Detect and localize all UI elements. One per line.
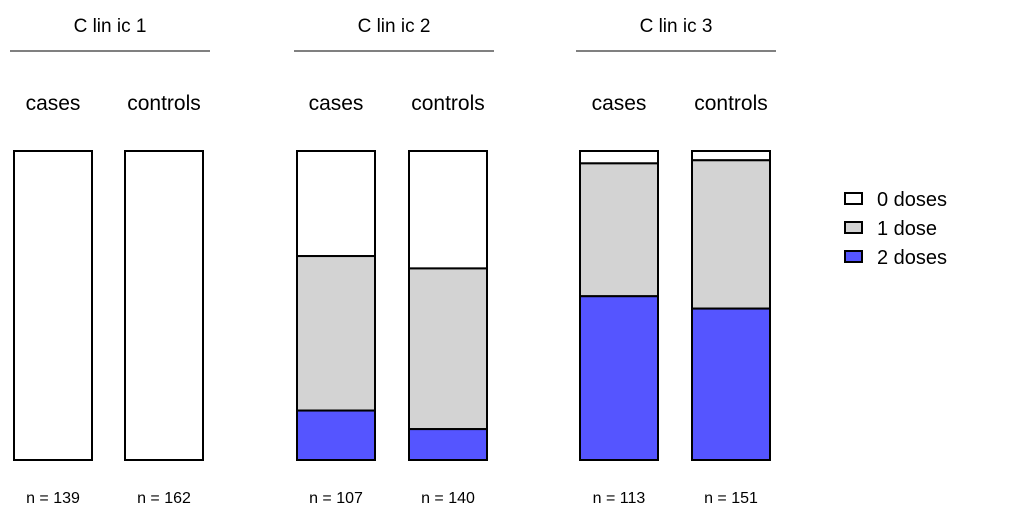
legend-swatch-0-doses — [844, 192, 863, 205]
bar-n-label: n = 162 — [137, 490, 191, 507]
legend-label-1-dose: 1 dose — [877, 218, 937, 240]
group-title-clinic-1: C lin ic 1 — [74, 16, 147, 37]
legend-swatch-1-dose — [844, 221, 863, 234]
bar-label-controls: controls — [694, 92, 768, 115]
bar-segment-1-dose — [296, 255, 376, 412]
bar-segment-0-doses — [579, 150, 659, 165]
bar-segment-0-doses — [408, 150, 488, 270]
bar-segment-2-doses — [408, 428, 488, 462]
group-title-clinic-2: C lin ic 2 — [358, 16, 431, 37]
bar-n-label: n = 139 — [26, 490, 80, 507]
bar-segment-0-doses — [124, 150, 204, 461]
bar-segment-1-dose — [691, 159, 771, 310]
bar-segment-0-doses — [296, 150, 376, 258]
bar-label-cases: cases — [26, 92, 81, 115]
bar-segment-2-doses — [579, 295, 659, 462]
bar-n-label: n = 151 — [704, 490, 758, 507]
bar-segment-0-doses — [691, 150, 771, 162]
bar-segment-1-dose — [579, 162, 659, 298]
bar-label-controls: controls — [411, 92, 485, 115]
bar-n-label: n = 140 — [421, 490, 475, 507]
bar-segment-0-doses — [13, 150, 93, 461]
legend-label-2-doses: 2 doses — [877, 247, 947, 269]
bar-n-label: n = 107 — [309, 490, 363, 507]
bar-label-controls: controls — [127, 92, 201, 115]
bar-segment-2-doses — [691, 307, 771, 461]
bar-segment-1-dose — [408, 267, 488, 431]
bar-segment-2-doses — [296, 409, 376, 461]
bar-n-label: n = 113 — [593, 490, 646, 507]
legend-swatch-2-doses — [844, 250, 863, 263]
group-title-clinic-3: C lin ic 3 — [640, 16, 713, 37]
legend-label-0-doses: 0 doses — [877, 189, 947, 211]
bar-label-cases: cases — [309, 92, 364, 115]
bar-label-cases: cases — [592, 92, 647, 115]
